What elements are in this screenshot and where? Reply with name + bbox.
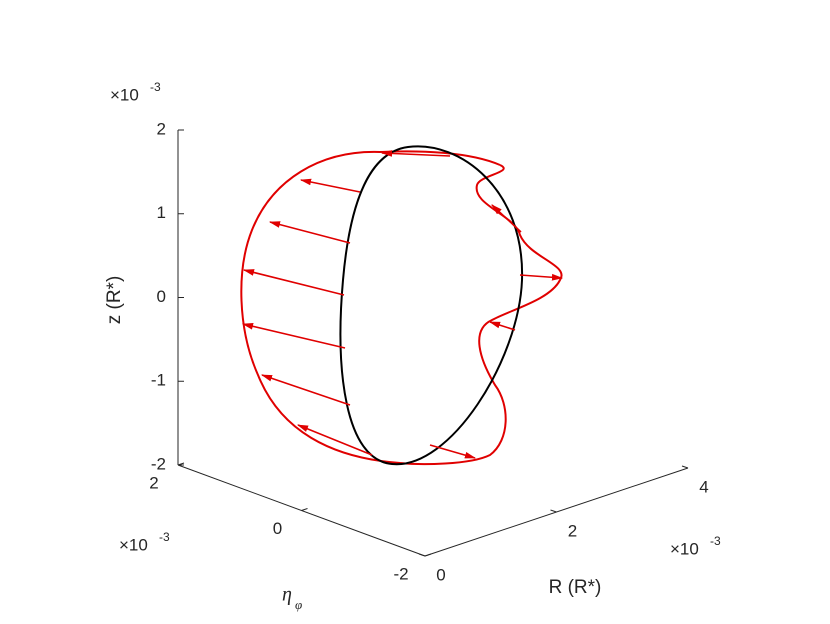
y-tick-label: -2 — [393, 564, 408, 583]
arrow — [241, 323, 346, 349]
x-tick — [550, 509, 557, 513]
y-axis-label: η — [282, 584, 292, 606]
arrow — [242, 269, 345, 296]
arrow — [429, 444, 477, 459]
multiplier: ×10 — [119, 535, 148, 554]
y-tick — [424, 553, 432, 557]
curves — [240, 145, 564, 466]
arrow — [519, 273, 564, 281]
arrow — [380, 150, 451, 157]
multiplier-exp: -3 — [710, 534, 721, 548]
arrow — [491, 204, 522, 233]
red-curve-right — [399, 164, 563, 466]
arrow — [260, 374, 351, 406]
arrow — [488, 321, 516, 331]
y-tick — [301, 508, 308, 511]
black-curve — [339, 145, 524, 466]
z-axis-label: z (R*) — [104, 276, 125, 325]
x-tick-label: 2 — [568, 521, 577, 540]
multiplier-exp: -3 — [159, 530, 170, 544]
red-curve-left — [240, 150, 501, 464]
arrow — [299, 178, 361, 193]
y-tick-label: 0 — [273, 519, 282, 538]
x-tick-label: 4 — [699, 477, 708, 496]
x-tick — [681, 465, 689, 469]
z-tick-label: -1 — [151, 371, 166, 390]
x-axis-label: R (R*) — [549, 577, 602, 598]
z-tick-label: -2 — [151, 454, 166, 473]
arrow — [268, 221, 351, 244]
y-axis-label-sub: φ — [295, 597, 302, 612]
z-tick-label: 1 — [157, 203, 166, 222]
y-tick — [177, 462, 185, 466]
multiplier-exp: -3 — [150, 80, 161, 94]
arrow — [296, 424, 373, 456]
multiplier: ×10 — [670, 539, 699, 558]
multiplier: ×10 — [110, 85, 139, 104]
z-tick-label: 0 — [157, 287, 166, 306]
arrows — [241, 150, 564, 459]
x-tick — [418, 553, 426, 557]
y-tick-label: 2 — [149, 473, 158, 492]
z-tick-label: 2 — [157, 119, 166, 138]
x-tick-label: 0 — [436, 565, 445, 584]
